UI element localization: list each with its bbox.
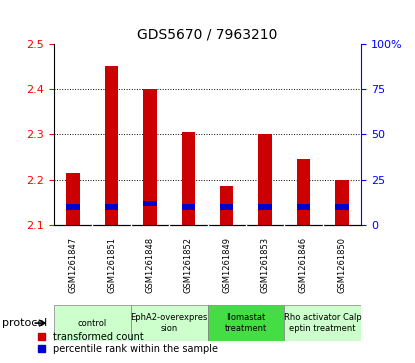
Text: GSM1261852: GSM1261852: [184, 237, 193, 293]
Bar: [182, 204, 195, 209]
Text: protocol: protocol: [2, 318, 47, 328]
Text: GSM1261846: GSM1261846: [299, 237, 308, 293]
Bar: [143, 200, 156, 206]
Bar: [182, 132, 195, 225]
Text: GSM1261851: GSM1261851: [107, 237, 116, 293]
Bar: [259, 134, 272, 225]
Bar: [220, 204, 233, 209]
Bar: [143, 89, 156, 225]
Bar: [105, 204, 118, 209]
Text: GSM1261848: GSM1261848: [145, 237, 154, 293]
Title: GDS5670 / 7963210: GDS5670 / 7963210: [137, 27, 278, 41]
Legend: transformed count, percentile rank within the sample: transformed count, percentile rank withi…: [38, 332, 217, 354]
Text: control: control: [78, 319, 107, 327]
Bar: [66, 204, 80, 209]
Bar: [131, 305, 208, 341]
Bar: [54, 305, 131, 341]
Text: EphA2-overexpres
sion: EphA2-overexpres sion: [130, 313, 208, 333]
Text: GSM1261849: GSM1261849: [222, 237, 231, 293]
Text: Rho activator Calp
eptin treatment: Rho activator Calp eptin treatment: [284, 313, 361, 333]
Bar: [297, 204, 310, 209]
Text: GSM1261853: GSM1261853: [261, 237, 270, 293]
Bar: [284, 305, 361, 341]
Bar: [259, 204, 272, 209]
Text: GSM1261847: GSM1261847: [68, 237, 78, 293]
Bar: [208, 305, 284, 341]
Text: GSM1261850: GSM1261850: [337, 237, 347, 293]
Bar: [297, 159, 310, 225]
Bar: [66, 173, 80, 225]
Bar: [105, 66, 118, 225]
Bar: [335, 204, 349, 209]
Bar: [335, 180, 349, 225]
Text: Ilomastat
treatment: Ilomastat treatment: [225, 313, 267, 333]
Bar: [220, 187, 233, 225]
